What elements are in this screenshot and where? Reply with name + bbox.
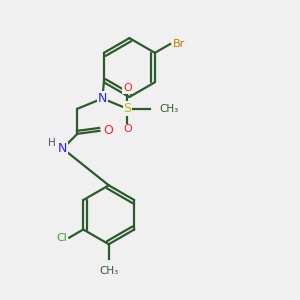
Text: CH₃: CH₃ [99,266,119,276]
Text: O: O [103,124,113,137]
Text: N: N [98,92,107,105]
Text: Br: Br [173,39,185,49]
Text: N: N [58,142,68,155]
Text: CH₃: CH₃ [160,104,179,114]
Text: O: O [123,124,132,134]
Text: H: H [48,138,56,148]
Text: Cl: Cl [56,232,67,243]
Text: S: S [123,102,131,115]
Text: O: O [123,83,132,93]
